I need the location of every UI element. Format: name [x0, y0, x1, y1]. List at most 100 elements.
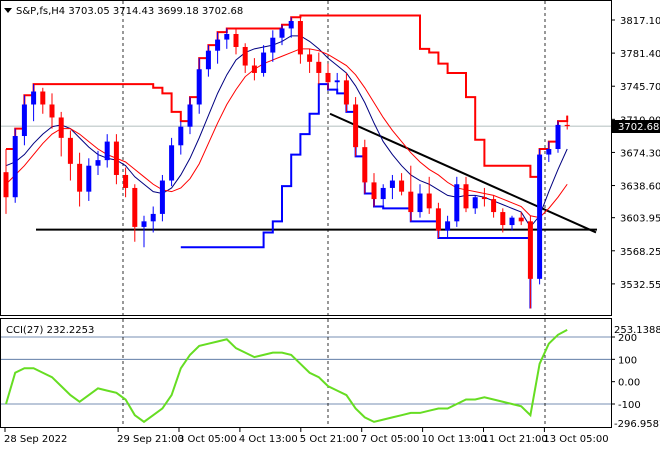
candle-body — [472, 197, 478, 209]
candle-body — [86, 165, 92, 192]
candle-body — [196, 69, 202, 105]
cci-indicator — [5, 328, 568, 424]
candle-body — [316, 61, 322, 73]
candle-body — [261, 52, 267, 73]
candle-body — [509, 217, 515, 226]
candle-body — [12, 136, 18, 198]
candle-body — [21, 104, 27, 137]
candle-body — [399, 180, 405, 192]
slow-ma-line — [5, 48, 568, 219]
candle-body — [454, 184, 460, 222]
cci-tick-label: -100 — [618, 400, 641, 411]
candle-body — [408, 191, 414, 213]
candle-body — [555, 124, 561, 150]
cci-tick-label: 200 — [618, 333, 637, 344]
candle-body — [380, 187, 386, 200]
candle-body — [205, 50, 211, 70]
candle-body — [3, 172, 9, 198]
candle-body — [463, 184, 469, 209]
cci-line — [5, 328, 568, 424]
candle-body — [417, 193, 423, 213]
time-tick-label: 11 Oct 21:00 — [483, 434, 548, 445]
candle-body — [159, 180, 165, 214]
time-axis: 28 Sep 2022 29 Sep 21:003 Oct 05:00 4 Oct … — [4, 428, 609, 445]
current-price-value: 3702.68 — [618, 122, 659, 133]
cci-tick-label: 100 — [618, 355, 637, 366]
candle-body — [187, 104, 193, 127]
candle-body — [169, 145, 175, 181]
fast-ma-line — [5, 35, 568, 228]
candle-body — [31, 91, 37, 105]
candle-body — [279, 28, 285, 38]
candle-body — [371, 182, 377, 200]
candle-body — [40, 91, 46, 105]
candle-body — [113, 141, 119, 175]
candle-body — [353, 104, 359, 148]
time-tick-label: 10 Oct 13:00 — [422, 434, 487, 445]
candle-body — [546, 149, 552, 155]
time-tick-label: 29 Sep 21:00 — [117, 434, 184, 445]
candle-body — [445, 221, 451, 231]
trendline — [329, 112, 597, 234]
candle-body — [58, 117, 64, 138]
candle-body — [95, 160, 101, 166]
candle-body — [49, 104, 55, 118]
candle-body — [389, 180, 395, 188]
cci-scale-bottom: -296.9587 — [614, 419, 660, 430]
cci-tick-label: 0.00 — [618, 378, 640, 389]
time-tick-label: 7 Oct 05:00 — [361, 434, 420, 445]
candle-body — [67, 137, 73, 164]
candle-body — [178, 126, 184, 146]
candle-body — [242, 46, 248, 66]
time-tick-label: 4 Oct 13:00 — [239, 434, 298, 445]
price-tick-label: 3638.60 — [620, 182, 660, 193]
candle-body — [77, 163, 83, 192]
candle-body — [435, 208, 441, 231]
candle-body — [104, 141, 110, 161]
time-tick-label: 5 Oct 21:00 — [300, 434, 359, 445]
price-axis: 3817.103781.403745.703710.003674.303638.… — [611, 16, 660, 411]
price-tick-label: 3781.40 — [620, 49, 660, 60]
price-tick-label: 3817.10 — [620, 16, 660, 27]
candle-body — [132, 187, 138, 227]
time-tick-label: 28 Sep 2022 — [4, 434, 67, 445]
candle-body — [426, 193, 432, 209]
candles[interactable] — [3, 15, 570, 309]
triangle-down-icon[interactable] — [4, 8, 12, 13]
candle-body — [215, 39, 221, 51]
cci-scale-top: 253.1388 — [614, 325, 660, 336]
candle-body — [518, 217, 524, 222]
time-tick-label: 3 Oct 05:00 — [178, 434, 237, 445]
price-tick-label: 3568.25 — [620, 247, 660, 258]
candle-body — [251, 65, 257, 73]
candle-body — [564, 124, 570, 127]
candle-body — [307, 54, 313, 62]
candle-body — [362, 147, 368, 183]
current-price-tag — [612, 120, 660, 133]
price-tick-label: 3532.55 — [620, 280, 660, 291]
candle-body — [141, 221, 147, 227]
candle-body — [123, 174, 129, 188]
price-tick-label: 3674.30 — [620, 148, 660, 159]
candle-body — [491, 199, 497, 213]
symbol-header: S&P,fs,H4 3703.05 3714.43 3699.18 3702.6… — [16, 6, 243, 17]
candle-body — [270, 37, 276, 53]
candle-body — [150, 213, 156, 222]
candle-body — [481, 197, 487, 200]
candle-body — [325, 72, 331, 83]
candle-body — [233, 34, 239, 47]
candle-body — [527, 221, 533, 279]
candle-body — [537, 154, 543, 279]
main-pane-border — [0, 0, 612, 316]
candle-body — [288, 21, 294, 29]
candle-body — [343, 80, 349, 105]
candle-body — [500, 212, 506, 226]
time-tick-label: 13 Oct 05:00 — [543, 434, 608, 445]
cci-label: CCI(27) 232.2253 — [6, 325, 94, 336]
candle-body — [224, 34, 230, 40]
candle-body — [297, 21, 303, 55]
grid-lines — [1, 1, 611, 427]
price-tick-label: 3745.70 — [620, 82, 660, 93]
candle-body — [334, 80, 340, 83]
